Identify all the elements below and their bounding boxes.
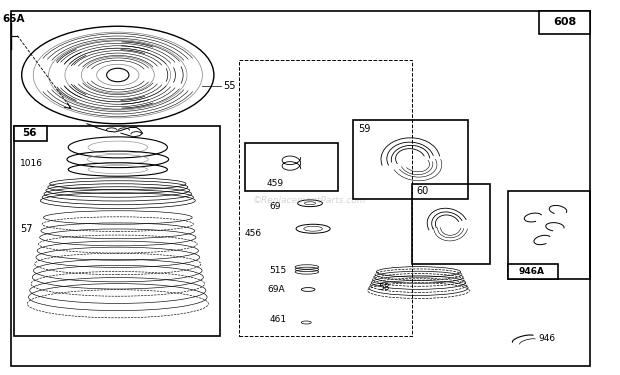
Text: 57: 57 [20, 224, 32, 234]
Bar [14, 126, 46, 141]
Text: 515: 515 [270, 266, 287, 275]
Text: 55: 55 [223, 81, 236, 91]
Bar [508, 264, 558, 279]
Text: 69: 69 [270, 202, 281, 211]
Text: 461: 461 [270, 315, 287, 324]
Text: 459: 459 [267, 179, 284, 188]
Bar [508, 191, 590, 279]
Text: 59: 59 [358, 124, 371, 134]
Text: 946A: 946A [518, 267, 544, 276]
Bar [353, 120, 468, 199]
Text: 946: 946 [538, 334, 556, 343]
Bar [14, 126, 220, 336]
Bar [239, 60, 412, 336]
Text: 69A: 69A [268, 285, 285, 294]
Text: ©ReplacementParts.com: ©ReplacementParts.com [253, 196, 367, 205]
Text: 56: 56 [22, 128, 37, 138]
Text: 1016: 1016 [20, 159, 43, 168]
Text: 608: 608 [553, 17, 577, 27]
Bar [539, 10, 590, 34]
Text: 456: 456 [245, 229, 262, 238]
Bar [245, 142, 338, 191]
Text: 60: 60 [417, 186, 429, 196]
Text: 65A: 65A [2, 15, 25, 24]
Text: 58: 58 [378, 284, 390, 292]
Bar [412, 184, 490, 264]
